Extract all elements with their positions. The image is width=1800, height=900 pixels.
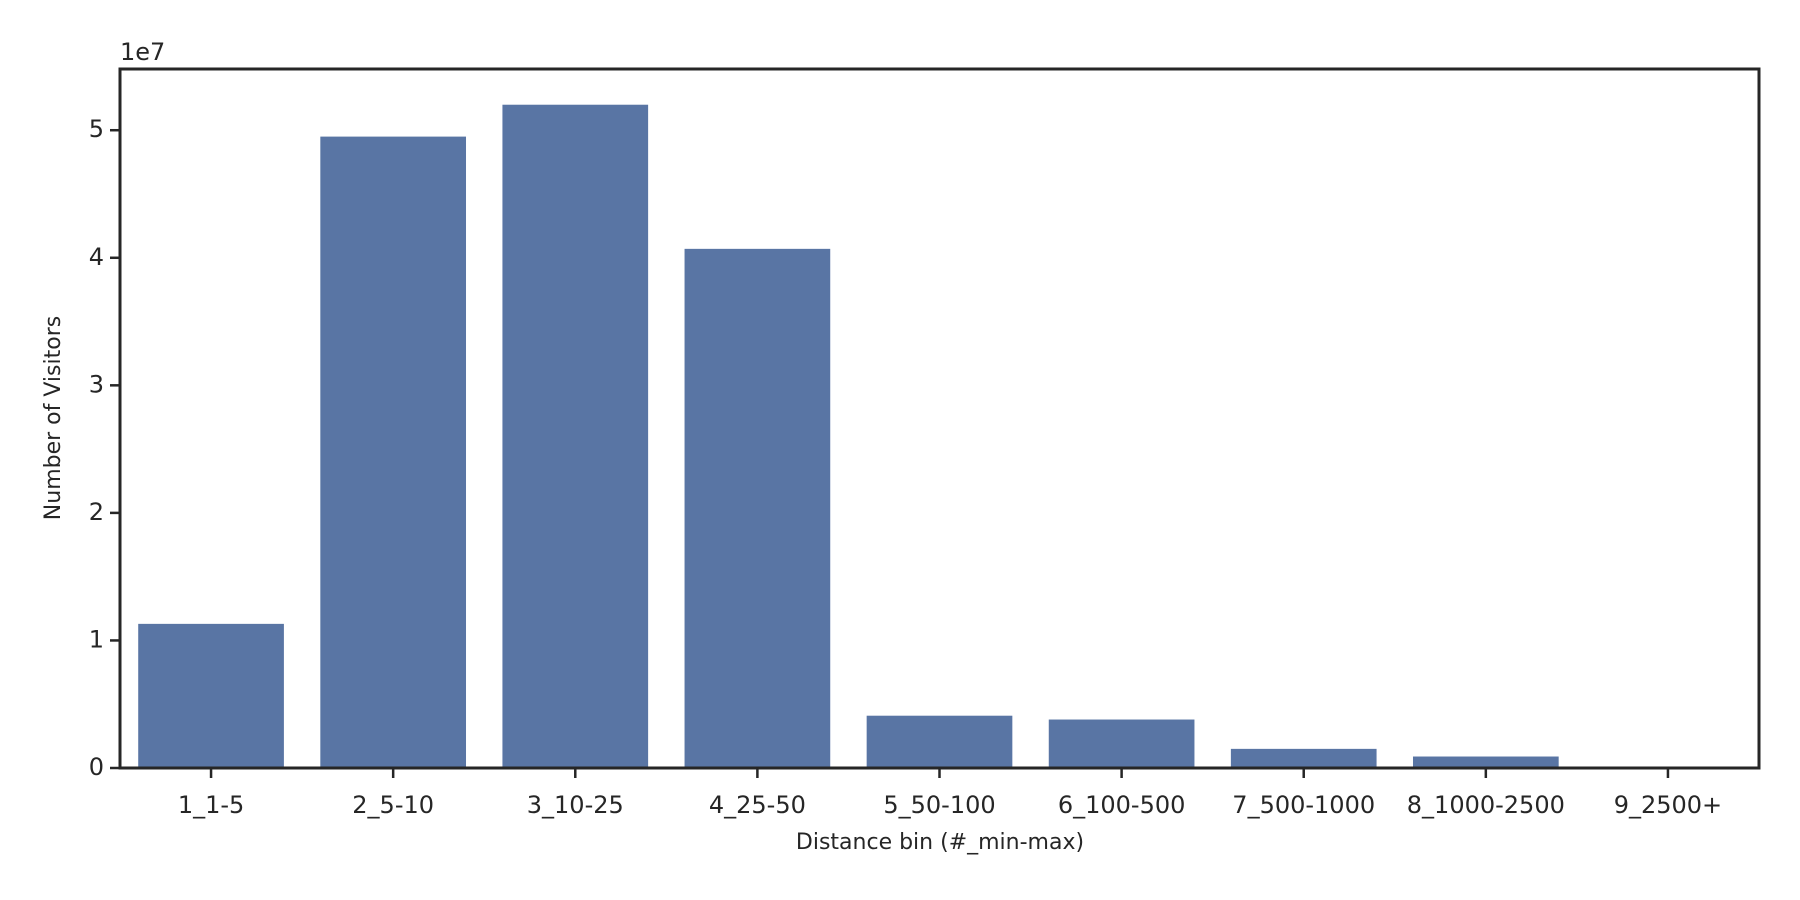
x-tick-label: 5_50-100 [883, 791, 995, 819]
bar [1412, 756, 1559, 768]
bar [138, 623, 284, 768]
y-tick-label: 3 [89, 370, 104, 398]
x-tick-label: 2_5-10 [352, 791, 434, 819]
x-tick-label: 8_1000-2500 [1407, 791, 1565, 819]
x-tick-label: 9_2500+ [1614, 791, 1722, 819]
plot-frame [118, 67, 1761, 770]
x-tick-label: 1_1-5 [178, 791, 244, 819]
y-tick-label: 4 [89, 243, 104, 271]
y-tick-label: 1 [89, 625, 104, 653]
y-offset-label: 1e7 [120, 38, 165, 66]
x-tick-label: 3_10-25 [527, 791, 624, 819]
x-tick-label: 7_500-1000 [1232, 791, 1375, 819]
bar [684, 248, 831, 769]
y-tick-label: 2 [89, 498, 104, 526]
y-tick-label: 0 [89, 753, 104, 781]
bar [320, 136, 467, 769]
bar [866, 715, 1013, 768]
bar [502, 104, 649, 768]
y-tick-label: 5 [89, 115, 104, 143]
x-tick-label: 6_100-500 [1058, 791, 1186, 819]
bar [1230, 748, 1377, 768]
bar [1048, 719, 1195, 768]
x-axis-label: Distance bin (#_min-max) [796, 830, 1084, 855]
x-tick-label: 4_25-50 [709, 791, 806, 819]
y-axis-label: Number of Visitors [41, 316, 66, 520]
